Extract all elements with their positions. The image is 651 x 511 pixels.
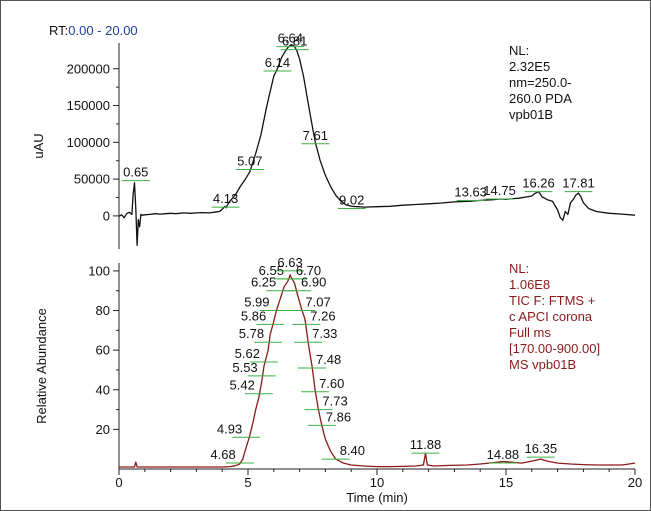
- y-tick-label: 50000: [74, 172, 110, 187]
- peak-label: 5.62: [235, 346, 260, 361]
- peak-label: 5.78: [239, 326, 264, 341]
- peak-label: 5.53: [232, 360, 257, 375]
- y-axis-title: uAU: [31, 133, 46, 158]
- x-axis-title: Time (min): [346, 490, 408, 505]
- rt-prefix: RT:: [49, 23, 69, 38]
- info-text-line: c APCI corona: [509, 309, 593, 324]
- peak-label: 4.93: [217, 421, 242, 436]
- x-tick-label: 20: [628, 475, 642, 490]
- peak-label: 4.68: [210, 447, 235, 462]
- peak-label: 14.88: [487, 447, 520, 462]
- peak-label: 6.63: [277, 255, 302, 270]
- y-tick-label: 0: [103, 208, 110, 223]
- peak-label: 5.42: [230, 378, 255, 393]
- info-text-line: 260.0 PDA: [509, 91, 572, 106]
- peak-label: 5.86: [241, 308, 266, 323]
- peak-label: 6.55: [259, 263, 284, 278]
- peak-label: 7.33: [312, 326, 337, 341]
- top-panel: 0 50000 100000 150000 200000 uAU 0.65 4.13 5.07 6…: [31, 31, 636, 249]
- rt-range-value: 0.00 - 20.00: [68, 23, 138, 38]
- peak-label: 7.07: [305, 295, 330, 310]
- peak-label: 0.65: [123, 165, 148, 180]
- x-tick-label: 15: [499, 475, 513, 490]
- y-tick-label: 40: [96, 382, 110, 397]
- peak-label: 7.60: [319, 376, 344, 391]
- peak-label: 11.88: [410, 437, 442, 452]
- peak-label: 6.25: [251, 275, 276, 290]
- info-text-line: Full ms: [509, 325, 551, 340]
- peak-label: 6.90: [301, 275, 326, 290]
- info-text-line: MS vpb01B: [509, 357, 576, 372]
- rt-range-label: RT:0.00 - 20.00: [49, 23, 138, 38]
- y-tick-label: 80: [96, 303, 110, 318]
- info-text-line: [170.00-900.00]: [509, 341, 600, 356]
- info-text-line: vpb01B: [509, 107, 553, 122]
- peak-label: 7.73: [322, 394, 347, 409]
- info-text-line: TIC F: FTMS +: [509, 293, 595, 308]
- peak-label: 9.02: [339, 193, 364, 208]
- info-text-line: nm=250.0-: [509, 75, 572, 90]
- peak-label: 6.81: [282, 34, 307, 49]
- x-tick-label: 5: [244, 475, 251, 490]
- peak-label: 6.70: [296, 263, 321, 278]
- y-tick-label: 20: [96, 422, 110, 437]
- bottom-panel: 0 5 10 15 20 Time (min) 20 40 60 80 100 Relative Ab…: [34, 255, 642, 505]
- x-tick-label: 10: [370, 475, 384, 490]
- y-tick-label: 200000: [67, 61, 110, 76]
- info-text-line: NL:: [509, 43, 529, 58]
- y-tick-label: 150000: [67, 98, 110, 113]
- peak-label: 16.35: [525, 441, 558, 456]
- peak-label: 16.26: [522, 176, 555, 191]
- peak-label: 7.26: [310, 308, 335, 323]
- top-series-line: [118, 44, 636, 246]
- peak-label: 6.64: [278, 31, 303, 46]
- peak-label: 13.63: [454, 184, 487, 199]
- peak-label: 7.48: [316, 352, 341, 367]
- bottom-series-line: [119, 274, 636, 468]
- info-text-line: 1.06E8: [509, 277, 550, 292]
- peak-label: 4.13: [213, 191, 238, 206]
- y-tick-label: 60: [96, 343, 110, 358]
- info-text-line: NL:: [509, 261, 529, 276]
- peak-label: 8.40: [340, 443, 365, 458]
- y-axis-title: Relative Abundance: [34, 308, 49, 424]
- peak-label: 14.75: [483, 183, 516, 198]
- peak-label: 5.07: [237, 154, 262, 169]
- peak-label: 5.99: [244, 295, 269, 310]
- x-tick-label: 0: [115, 475, 122, 490]
- peak-label: 17.81: [562, 176, 595, 191]
- peak-label: 7.86: [326, 409, 351, 424]
- y-tick-label: 100000: [67, 135, 110, 150]
- peak-label: 6.14: [265, 55, 290, 70]
- y-tick-label: 100: [88, 263, 110, 278]
- info-text-line: 2.32E5: [509, 59, 550, 74]
- peak-label: 7.61: [303, 128, 328, 143]
